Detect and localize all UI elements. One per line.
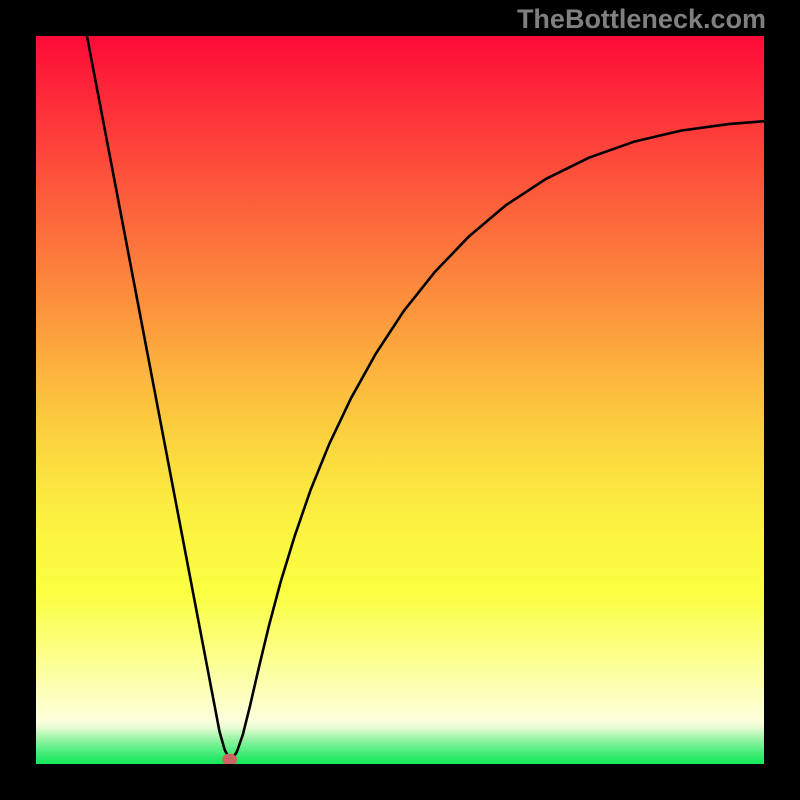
min-marker [36, 36, 764, 764]
watermark-text: TheBottleneck.com [517, 4, 766, 35]
plot-area [36, 36, 764, 764]
chart-container: TheBottleneck.com [0, 0, 800, 800]
